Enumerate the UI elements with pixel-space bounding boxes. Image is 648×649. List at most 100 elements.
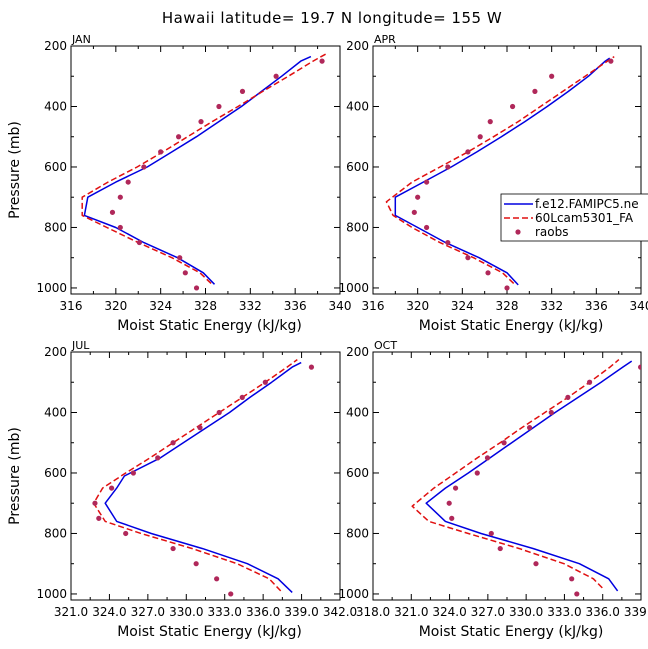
y-tick-label: 800 <box>44 220 67 234</box>
raobs-point <box>308 364 315 370</box>
y-tick-label: 600 <box>346 466 369 480</box>
x-axis-label: Moist Static Energy (kJ/kg) <box>117 624 302 640</box>
y-tick-label: 800 <box>346 220 369 234</box>
x-tick-label: 328 <box>496 299 519 313</box>
x-tick-label: 342.0 <box>323 605 357 619</box>
raobs-point <box>136 239 142 246</box>
plot-frame <box>372 45 642 295</box>
x-tick-label: 330.0 <box>169 605 203 619</box>
y-tick-label: 400 <box>346 405 369 419</box>
raobs-point <box>485 270 491 276</box>
raobs-point <box>452 485 459 491</box>
plot-frame <box>372 351 642 601</box>
x-tick-label: 320 <box>406 299 429 313</box>
raobs-point <box>96 515 102 521</box>
panel-oct: OCT 318.0 321.0 324.0 327.0 330.0 333.0 336.0 33… <box>338 339 648 640</box>
panel-label: OCT <box>374 339 397 352</box>
y-tick-label: 600 <box>346 160 369 174</box>
raobs-point <box>158 149 164 155</box>
legend-swatch-raobs <box>515 229 521 235</box>
raobs-point <box>117 224 123 231</box>
raobs-point <box>532 88 538 94</box>
series-line-60L <box>385 55 615 284</box>
data-area <box>81 52 327 291</box>
raobs-point <box>488 530 494 537</box>
raobs-point <box>176 134 182 140</box>
legend-label: raobs <box>535 225 569 239</box>
x-tick-label: 340 <box>329 299 352 313</box>
panel-label: JUL <box>71 339 90 352</box>
data-area <box>92 358 315 597</box>
x-tick-label: 321.0 <box>394 605 428 619</box>
x-tick-label: 339.0 <box>624 605 648 619</box>
series-line-60L <box>92 358 298 592</box>
y-tick-label: 800 <box>44 526 67 540</box>
raobs-point <box>177 255 183 261</box>
y-tick-label: 200 <box>346 345 369 359</box>
raobs-point <box>123 530 129 537</box>
x-tick-label: 316 <box>60 299 83 313</box>
series-line-model <box>104 361 302 593</box>
y-tick-label: 1000 <box>338 281 369 295</box>
raobs-point <box>193 285 200 291</box>
x-tick-label: 321.0 <box>54 605 88 619</box>
legend-label: 60Lcam5301_FA <box>535 211 634 225</box>
raobs-point <box>415 194 421 200</box>
panel-jul: JUL 321.0 324.0 327.0 330.0 333.0 336.0 339.0 34… <box>7 339 357 640</box>
raobs-point <box>548 409 554 416</box>
x-tick-label: 327.0 <box>131 605 165 619</box>
plot-frame <box>70 351 341 601</box>
raobs-point <box>549 73 555 79</box>
y-tick-label: 200 <box>44 345 67 359</box>
y-tick-label: 600 <box>44 160 67 174</box>
raobs-point <box>501 440 507 446</box>
raobs-point <box>638 364 641 370</box>
y-tick-label: 400 <box>44 99 67 113</box>
raobs-point <box>197 425 203 431</box>
x-tick-label: 324 <box>451 299 474 313</box>
raobs-point <box>477 134 483 140</box>
figure-title: Hawaii latitude= 19.7 N longitude= 155 W <box>162 9 502 27</box>
raobs-point <box>533 561 539 567</box>
y-tick-label: 800 <box>346 526 369 540</box>
raobs-point <box>130 470 136 476</box>
x-axis-label: Moist Static Energy (kJ/kg) <box>419 624 604 640</box>
panel-label: JAN <box>71 33 91 46</box>
panel-label: APR <box>374 33 396 46</box>
x-tick-label: 332 <box>239 299 262 313</box>
raobs-point <box>170 545 176 552</box>
y-tick-label: 1000 <box>338 587 369 601</box>
raobs-point <box>424 224 430 231</box>
raobs-point <box>228 591 234 597</box>
raobs-point <box>465 255 471 261</box>
raobs-point <box>216 409 222 416</box>
y-axis-label: Pressure (mb) <box>7 121 23 219</box>
raobs-point <box>445 164 451 170</box>
raobs-point <box>262 379 268 385</box>
y-tick-label: 200 <box>346 39 369 53</box>
data-area <box>411 359 641 597</box>
raobs-point <box>526 425 533 431</box>
raobs-point <box>565 394 571 400</box>
x-tick-label: 330.0 <box>509 605 543 619</box>
legend-label: f.e12.FAMIPC5.ne <box>535 197 639 211</box>
plot-frame <box>70 45 341 295</box>
x-axis-label: Moist Static Energy (kJ/kg) <box>117 318 302 334</box>
raobs-point <box>574 591 580 597</box>
y-tick-label: 400 <box>44 405 67 419</box>
raobs-point <box>424 179 430 185</box>
raobs-point <box>117 194 123 200</box>
raobs-point <box>411 209 417 215</box>
raobs-point <box>497 545 503 552</box>
raobs-point <box>125 179 131 185</box>
raobs-point <box>92 500 98 506</box>
raobs-point <box>484 455 491 461</box>
raobs-point <box>487 119 493 125</box>
x-tick-label: 324.0 <box>92 605 126 619</box>
x-tick-label: 336.0 <box>246 605 280 619</box>
raobs-point <box>239 394 245 400</box>
x-axis-label: Moist Static Energy (kJ/kg) <box>419 318 604 334</box>
x-tick-label: 320 <box>104 299 127 313</box>
raobs-point <box>141 164 147 170</box>
